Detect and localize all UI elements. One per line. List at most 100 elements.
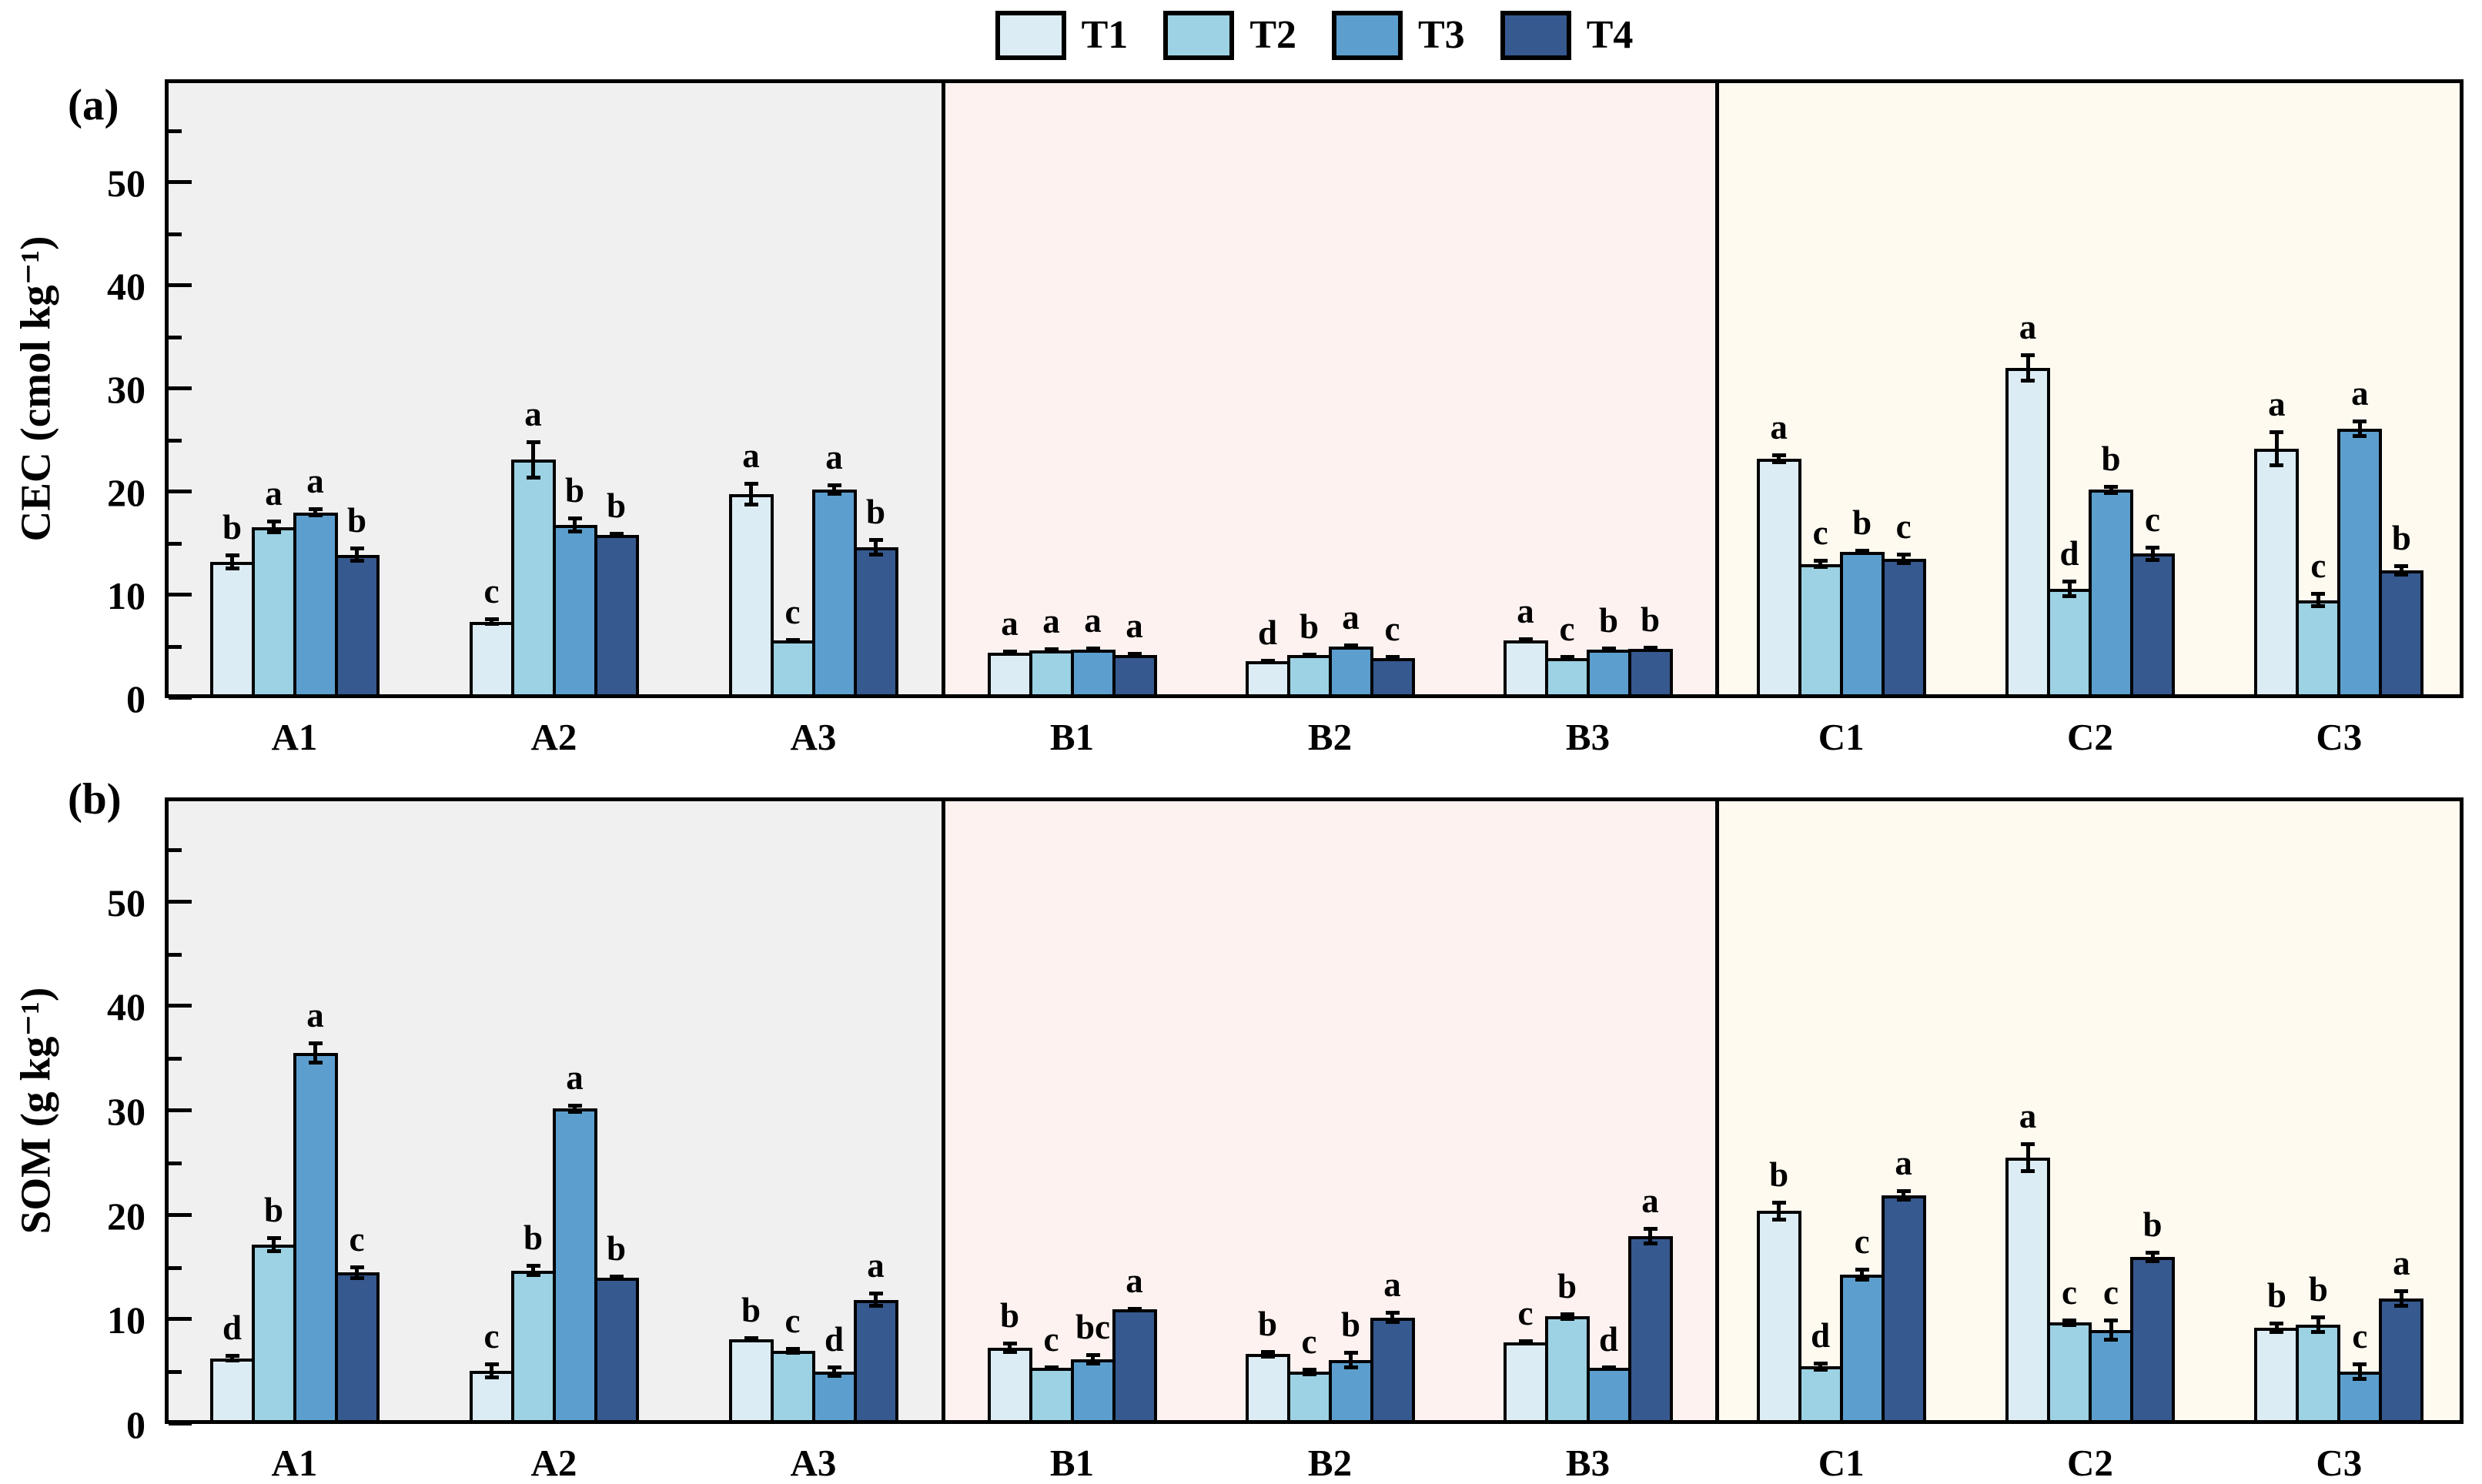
error-bar xyxy=(744,481,758,506)
sig-letter: c xyxy=(2310,546,2326,585)
error-bar-line xyxy=(2399,563,2403,577)
error-bar xyxy=(1343,643,1358,650)
error-bar-line xyxy=(531,1264,535,1277)
x-category-label: C2 xyxy=(2067,1442,2113,1484)
error-bar xyxy=(1343,1351,1358,1370)
y-tick-minor xyxy=(169,1265,182,1270)
error-bar xyxy=(1771,1200,1786,1222)
error-bar xyxy=(609,532,624,539)
sig-letter: c xyxy=(1517,1294,1534,1333)
sig-letter: b xyxy=(1557,1266,1577,1305)
y-tick-minor xyxy=(169,336,182,339)
y-tick-major xyxy=(169,1317,192,1322)
error-bar xyxy=(1044,1365,1059,1371)
error-bar xyxy=(868,538,883,557)
error-bar xyxy=(266,520,281,534)
y-tick-minor xyxy=(169,1370,182,1375)
y-tick-minor xyxy=(169,1057,182,1061)
legend-item-t1: T1 xyxy=(995,11,1128,60)
sig-letter: a xyxy=(1001,604,1019,643)
error-bar xyxy=(1855,1267,1869,1282)
bar-T2 xyxy=(1798,563,1843,698)
error-bar xyxy=(1002,1341,1017,1355)
sig-letter: c xyxy=(1043,1320,1059,1359)
error-bar xyxy=(350,1265,364,1280)
y-tick-major xyxy=(169,490,192,493)
y-tick-label: 10 xyxy=(107,574,146,617)
x-category-label: A2 xyxy=(530,716,577,758)
sig-letter: c xyxy=(784,593,801,632)
sig-letter: b xyxy=(2391,518,2411,557)
error-bar-line xyxy=(2067,1318,2072,1327)
y-tick-label: 40 xyxy=(107,985,146,1029)
panel-tag-b: (b) xyxy=(68,775,122,824)
sig-letter: d xyxy=(824,1320,845,1359)
x-category-label: C1 xyxy=(1818,716,1865,758)
x-category-label: B3 xyxy=(1565,1442,1611,1484)
error-bar xyxy=(1896,1188,1911,1202)
error-bar xyxy=(1771,453,1786,464)
error-bar xyxy=(1855,548,1869,555)
x-category-label: A3 xyxy=(790,1442,837,1484)
error-bar xyxy=(2311,1315,2326,1335)
error-bar xyxy=(2311,591,2326,609)
error-bar-line xyxy=(1132,651,1136,658)
error-bar-line xyxy=(1307,1367,1311,1376)
x-category-label: B1 xyxy=(1049,1442,1095,1484)
error-bar xyxy=(1518,637,1533,643)
y-tick-major xyxy=(169,283,192,287)
bar-T4 xyxy=(594,1278,639,1424)
error-bar-line xyxy=(1049,1365,1053,1371)
error-bar-line xyxy=(1565,1312,1569,1321)
plot-frame xyxy=(165,79,2464,698)
error-bar-line xyxy=(490,617,493,627)
error-bar-line xyxy=(1091,647,1095,653)
sig-letter: c xyxy=(2352,1316,2368,1355)
sig-letter: b xyxy=(2142,1205,2163,1244)
sig-letter: a xyxy=(1770,408,1788,447)
error-bar-line xyxy=(614,1274,618,1282)
legend-item-t3: T3 xyxy=(1332,11,1465,60)
error-bar xyxy=(2062,1318,2076,1327)
bar-T4 xyxy=(2379,570,2424,698)
bar-T1 xyxy=(1756,459,1801,698)
error-bar-line xyxy=(1524,1339,1527,1346)
error-bar xyxy=(2353,419,2367,439)
y-tick-minor xyxy=(169,645,182,649)
error-bar xyxy=(1385,1311,1400,1324)
error-bar-line xyxy=(1607,1365,1611,1371)
sig-letter: c xyxy=(2103,1272,2119,1312)
y-tick-label: 20 xyxy=(107,471,146,514)
region-bg xyxy=(943,79,1717,698)
error-bar xyxy=(2270,429,2284,467)
error-bar xyxy=(1044,647,1059,654)
y-tick-label: 0 xyxy=(126,1403,146,1446)
y-tick-major xyxy=(169,593,192,597)
y-tick-major xyxy=(169,1108,192,1112)
sig-letter: c xyxy=(784,1301,801,1340)
bar-T3 xyxy=(293,1053,338,1424)
legend-label-t3: T3 xyxy=(1418,13,1465,57)
error-bar-line xyxy=(490,1362,493,1379)
error-bar-line xyxy=(230,1354,234,1362)
error-bar xyxy=(2394,563,2409,577)
error-bar xyxy=(1601,647,1616,653)
sig-letter: b xyxy=(1299,607,1320,647)
error-bar-line xyxy=(1860,1267,1865,1282)
error-bar-line xyxy=(1349,1351,1353,1370)
sig-letter: a xyxy=(566,1058,584,1097)
x-category-label: A1 xyxy=(271,1442,318,1484)
bar-T4 xyxy=(334,554,380,698)
error-bar-line xyxy=(1777,1200,1781,1222)
error-bar xyxy=(526,1264,540,1277)
sig-letter: c xyxy=(2062,1272,2077,1312)
sig-letter: c xyxy=(483,572,500,611)
error-bar xyxy=(827,1365,841,1379)
error-bar-line xyxy=(1008,1341,1012,1355)
error-bar-line xyxy=(1132,1307,1136,1312)
error-bar-line xyxy=(791,638,794,643)
sig-letter: a xyxy=(306,462,324,501)
sig-letter: c xyxy=(1301,1322,1317,1361)
sig-letter: c xyxy=(2145,500,2160,539)
